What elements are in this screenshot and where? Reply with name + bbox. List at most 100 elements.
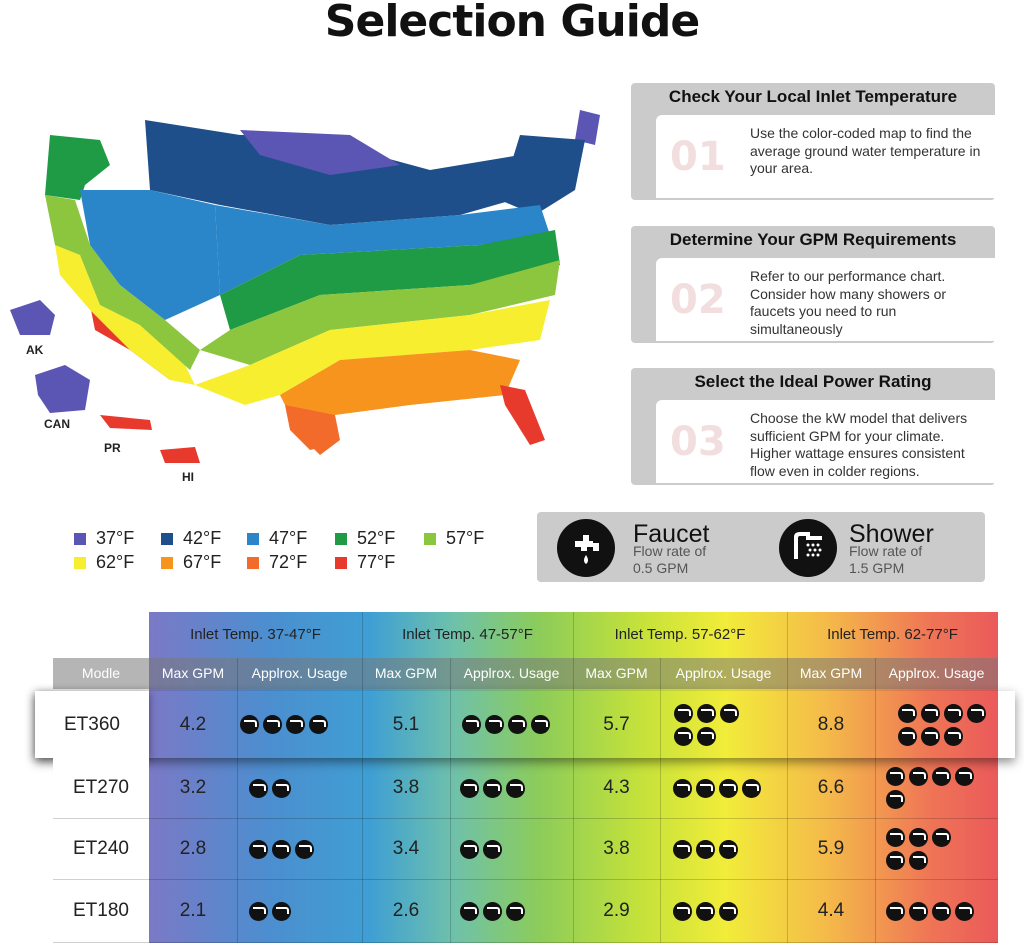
step-title: Determine Your GPM Requirements — [669, 230, 957, 249]
faucet-icon — [673, 901, 692, 921]
gpm-header: Max GPM — [585, 665, 648, 681]
model-cell: ET180 — [53, 880, 149, 942]
model-cell: ET270 — [53, 758, 149, 818]
legend-item: 52°F — [335, 528, 395, 549]
step-body: 02 Refer to our performance chart. Consi… — [656, 258, 995, 341]
gpm-value: 3.8 — [392, 777, 420, 798]
faucet-icon — [506, 778, 525, 798]
faucet-icon — [967, 703, 986, 723]
legend-swatch — [161, 532, 173, 545]
faucet-rate: Flow rate of 0.5 GPM — [633, 543, 706, 577]
faucet-icon — [485, 715, 504, 734]
column-divider — [450, 658, 451, 943]
gpm-value: 6.6 — [817, 777, 845, 798]
faucet-icon — [674, 703, 693, 723]
region-62-south — [195, 300, 550, 405]
legend-swatch — [247, 532, 259, 545]
usage-icons — [462, 691, 567, 758]
faucet-icon — [249, 901, 268, 921]
faucet-icon — [719, 778, 738, 798]
usage-icons — [249, 758, 349, 818]
gpm-value: 5.7 — [603, 714, 630, 735]
alaska-shape — [10, 300, 55, 335]
group-header: Inlet Temp. 62-77°F — [827, 626, 958, 643]
faucet-icon — [886, 790, 905, 809]
legend-swatch — [335, 556, 347, 569]
gpm-value: 3.4 — [392, 838, 420, 859]
faucet-icon — [460, 901, 479, 921]
legend-item: 77°F — [335, 552, 395, 573]
column-divider — [362, 612, 363, 943]
faucet-icon — [483, 901, 502, 921]
shower-title: Shower — [849, 520, 934, 548]
faucet-icon — [955, 901, 974, 921]
step-card-2: Determine Your GPM Requirements 02 Refer… — [631, 226, 995, 343]
faucet-icon — [673, 839, 692, 859]
region-72-tx — [300, 415, 340, 455]
legend-label: 42°F — [183, 528, 222, 548]
faucet-icon — [272, 901, 291, 921]
gpm-header: Max GPM — [161, 665, 225, 681]
usage-header: Applrox. Usage — [463, 665, 560, 681]
faucet-rate-value: 0.5 GPM — [633, 560, 689, 576]
row-divider — [53, 879, 998, 880]
column-divider — [875, 658, 876, 943]
faucet-icon — [742, 778, 761, 798]
region-52-mid — [220, 230, 560, 330]
shower-icon — [779, 519, 837, 577]
faucet-icon — [955, 767, 974, 786]
faucet-icon — [557, 519, 615, 577]
faucet-icon — [673, 778, 692, 798]
faucet-icon — [696, 778, 715, 798]
step-text: Refer to our performance chart. Consider… — [750, 268, 947, 337]
performance-table: Inlet Temp. 37-47°F Inlet Temp. 47-57°F … — [0, 612, 1024, 943]
faucet-icon — [674, 726, 693, 746]
region-57-west — [45, 195, 200, 370]
model-header: Modle — [81, 665, 121, 681]
usage-icons — [249, 819, 349, 879]
column-divider — [660, 658, 661, 943]
faucet-icon — [720, 703, 739, 723]
legend-label: 62°F — [96, 552, 135, 572]
region-47-mid — [215, 205, 550, 295]
faucet-icon — [295, 839, 314, 859]
usage-icons — [460, 880, 565, 942]
legend-item: 47°F — [247, 528, 307, 549]
gpm-value: 2.9 — [603, 900, 630, 921]
usage-icons — [460, 758, 565, 818]
step-number: 01 — [670, 133, 726, 180]
us-map — [45, 110, 600, 455]
faucet-icon — [719, 839, 738, 859]
temperature-map — [10, 110, 600, 463]
legend-label: 67°F — [183, 552, 222, 572]
legend-swatch — [161, 556, 173, 569]
canada-shape — [35, 365, 90, 413]
faucet-icon — [898, 703, 917, 723]
legend-swatch — [335, 532, 347, 545]
page-title: Selection Guide — [324, 0, 700, 47]
legend-swatch — [247, 556, 259, 569]
faucet-icon — [932, 901, 951, 921]
hi-shape — [160, 447, 200, 463]
column-divider — [573, 612, 574, 943]
shower-rate-value: 1.5 GPM — [849, 560, 905, 576]
legend-label: 37°F — [96, 528, 135, 548]
gpm-value: 2.8 — [179, 838, 207, 859]
legend-swatch — [74, 532, 86, 545]
faucet-icon — [909, 851, 928, 870]
faucet-icon — [531, 715, 550, 734]
faucet-icon — [286, 715, 305, 734]
legend-item: 37°F — [74, 528, 134, 549]
gpm-header: Max GPM — [799, 665, 863, 681]
gpm-value: 4.3 — [603, 777, 630, 798]
region-42-ne — [500, 135, 585, 215]
usage-icons — [249, 880, 349, 942]
faucet-icon — [932, 828, 951, 847]
map-label-pr: PR — [104, 441, 121, 455]
group-header: Inlet Temp. 37-47°F — [190, 626, 321, 643]
faucet-icon — [460, 778, 479, 798]
step-number: 02 — [670, 276, 726, 323]
model-cell: ET240 — [53, 819, 149, 879]
faucet-icon — [886, 767, 905, 786]
legend-label: 57°F — [446, 528, 485, 548]
